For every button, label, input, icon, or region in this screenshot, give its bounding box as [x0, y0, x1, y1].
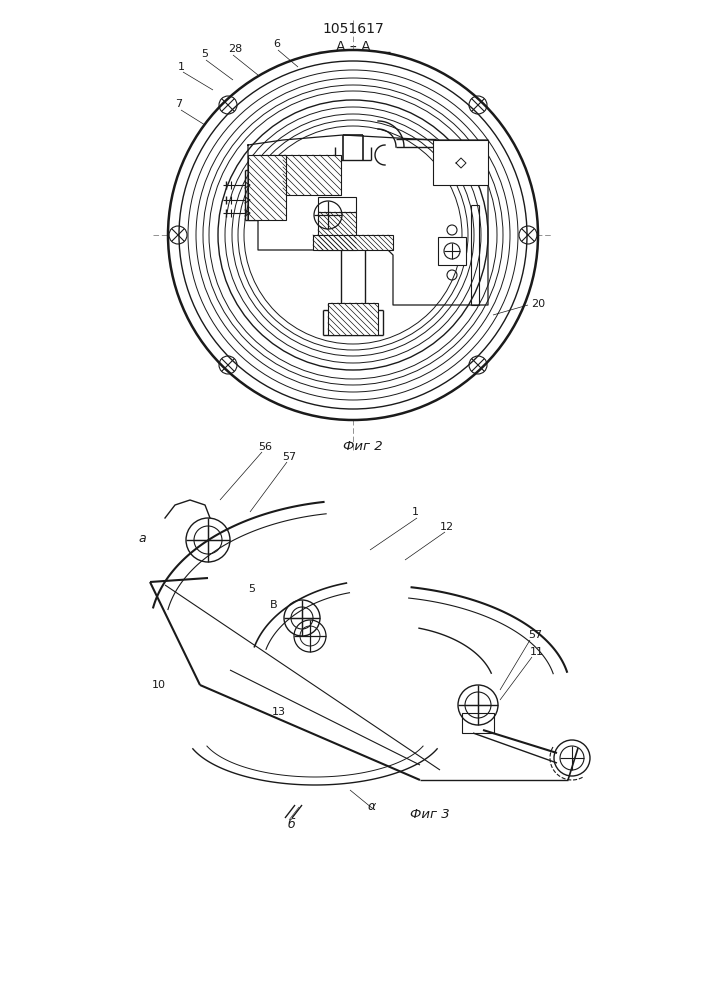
- Bar: [462, 713, 494, 733]
- Text: a: a: [138, 532, 146, 545]
- Text: В: В: [270, 600, 278, 610]
- Text: 28: 28: [228, 44, 243, 54]
- Text: 20: 20: [531, 299, 545, 309]
- Bar: [438, 237, 466, 265]
- Text: Фиг 2: Фиг 2: [343, 440, 382, 453]
- Text: 5: 5: [201, 49, 208, 59]
- Text: 1051617: 1051617: [322, 22, 384, 36]
- Bar: [313, 235, 393, 250]
- Text: 56: 56: [258, 442, 272, 452]
- Text: 11: 11: [530, 647, 544, 657]
- Text: α: α: [368, 800, 376, 813]
- Bar: [283, 155, 341, 195]
- Text: 6: 6: [273, 39, 280, 49]
- Bar: [433, 140, 488, 185]
- Text: 10: 10: [152, 680, 166, 690]
- Text: 1: 1: [178, 62, 185, 72]
- Text: 12: 12: [440, 522, 454, 532]
- Bar: [318, 212, 356, 250]
- Bar: [318, 197, 356, 212]
- Text: Фиг 3: Фиг 3: [410, 808, 450, 821]
- Text: A – A: A – A: [336, 40, 370, 54]
- Text: 13: 13: [272, 707, 286, 717]
- Bar: [328, 303, 378, 335]
- Circle shape: [168, 50, 538, 420]
- Bar: [248, 155, 286, 220]
- Text: б: б: [288, 818, 296, 831]
- Text: 1: 1: [412, 507, 419, 517]
- Text: 5: 5: [248, 584, 255, 594]
- Text: 57: 57: [282, 452, 296, 462]
- Text: 7: 7: [175, 99, 182, 109]
- Text: 57: 57: [528, 630, 542, 640]
